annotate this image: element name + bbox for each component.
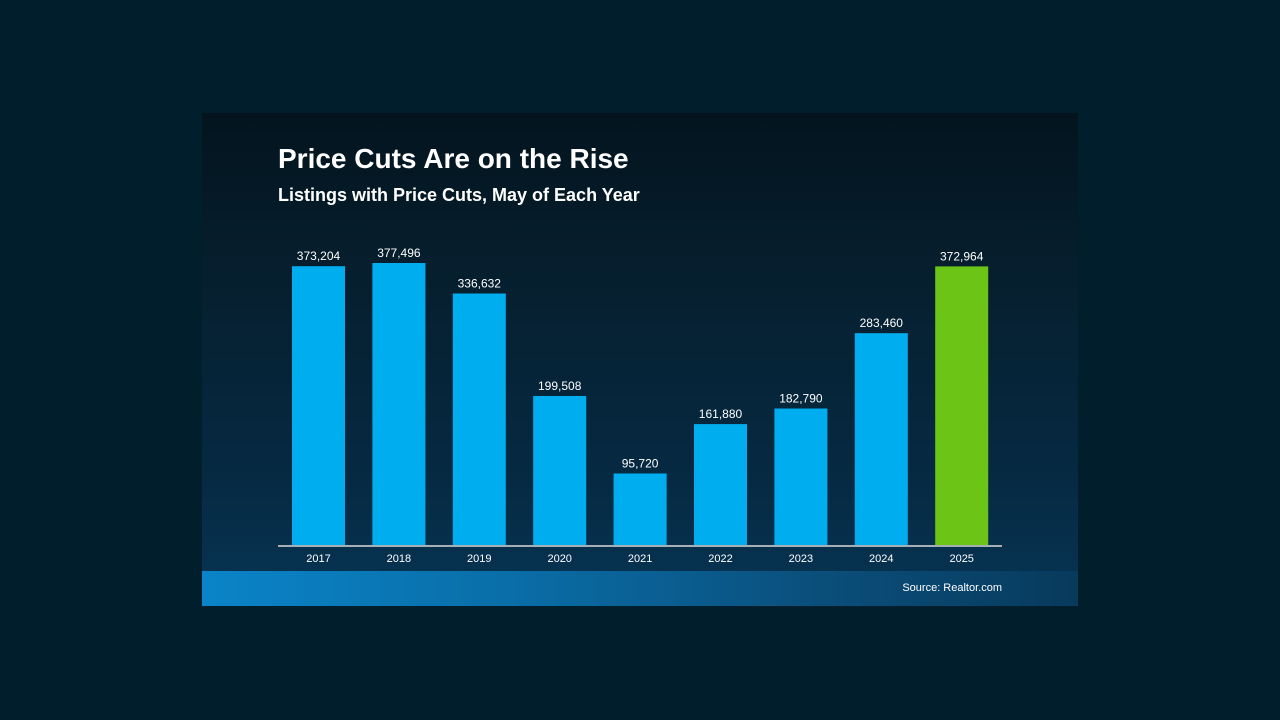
x-tick-label-2019: 2019: [467, 553, 491, 565]
footer-bar: Source: Realtor.com: [202, 571, 1078, 606]
chart-title: Price Cuts Are on the Rise: [278, 143, 629, 174]
bar-2021: [613, 473, 667, 545]
bar-2020: [533, 396, 587, 545]
bar-2025: [935, 266, 989, 545]
x-tick-label-2023: 2023: [789, 553, 813, 565]
data-label-2018: 377,496: [377, 246, 421, 260]
source-label: Source: Realtor.com: [902, 582, 1002, 594]
bar-2017: [292, 266, 345, 545]
bar-2019: [452, 293, 506, 545]
bar-2023: [774, 408, 828, 545]
x-tick-label-2017: 2017: [306, 553, 330, 565]
x-tick-label-2021: 2021: [628, 553, 652, 565]
x-tick-label-2022: 2022: [708, 553, 732, 565]
data-label-2017: 373,204: [297, 249, 341, 263]
x-tick-label-2020: 2020: [547, 553, 571, 565]
data-label-2023: 182,790: [779, 392, 823, 406]
bar-2018: [372, 263, 426, 545]
bar-2024: [854, 333, 908, 545]
data-label-2022: 161,880: [699, 407, 743, 421]
x-tick-label-2024: 2024: [869, 553, 893, 565]
chart-card: Price Cuts Are on the Rise Listings with…: [202, 113, 1078, 606]
data-label-2020: 199,508: [538, 379, 582, 393]
bar-2022: [694, 424, 747, 545]
data-label-2021: 95,720: [622, 457, 659, 471]
data-label-2025: 372,964: [940, 249, 984, 263]
x-tick-label-2025: 2025: [949, 553, 973, 565]
chart-subtitle: Listings with Price Cuts, May of Each Ye…: [278, 185, 640, 205]
x-tick-label-2018: 2018: [387, 553, 411, 565]
bar-chart: 373,204 2017 377,496 2018 336,632 2019 199,508…: [278, 246, 1002, 565]
data-label-2019: 336,632: [458, 277, 502, 291]
data-label-2024: 283,460: [860, 316, 904, 330]
